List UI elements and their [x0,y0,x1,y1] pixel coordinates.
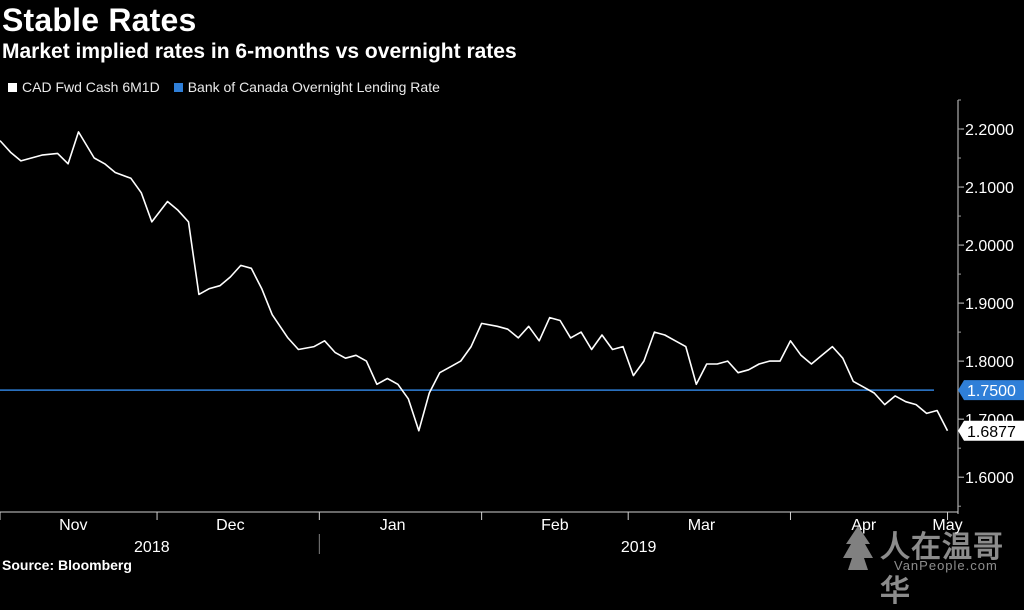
chart-title: Stable Rates [2,2,197,38]
chart-subtitle: Market implied rates in 6-months vs over… [2,40,517,63]
x-tick-label: Jan [380,517,406,534]
last-value-cad-box [958,420,1024,441]
line-chart: 1.60001.70001.80001.90002.00002.10002.20… [0,99,1024,556]
y-tick-label: 2.1000 [965,180,1014,197]
last-value-cad-label: 1.6877 [967,424,1016,441]
x-tick-label: Nov [59,517,87,534]
legend-item-cad-fwd: CAD Fwd Cash 6M1D [8,79,160,95]
source-note: Source: Bloomberg [2,557,132,573]
last-value-boc-label: 1.7500 [967,383,1016,400]
legend-swatch-blue [173,82,183,92]
x-tick-label: May [932,517,962,534]
watermark-logo-icon [843,526,873,570]
y-tick-label: 1.9000 [965,296,1014,313]
watermark: 人在温哥华 VanPeople.com [840,520,1024,608]
x-year-label: 2019 [621,539,657,556]
y-tick-label: 1.8000 [965,354,1014,371]
y-tick-label: 1.6000 [965,470,1014,487]
legend-swatch-white [8,82,17,92]
legend: CAD Fwd Cash 6M1D Bank of Canada Overnig… [8,79,454,95]
y-tick-label: 2.0000 [965,238,1014,255]
legend-item-boc-rate: Bank of Canada Overnight Lending Rate [173,79,440,95]
x-tick-label: Feb [541,517,569,534]
x-tick-label: Mar [688,517,716,534]
watermark-text-en: VanPeople.com [894,558,998,573]
legend-label-cad-fwd: CAD Fwd Cash 6M1D [22,79,160,95]
x-year-label: 2018 [134,539,170,556]
x-tick-label: Dec [216,517,244,534]
legend-label-boc-rate: Bank of Canada Overnight Lending Rate [187,79,440,95]
series-line-cad-fwd [0,131,949,432]
y-tick-label: 2.2000 [965,122,1014,139]
last-value-boc-box [958,380,1024,401]
